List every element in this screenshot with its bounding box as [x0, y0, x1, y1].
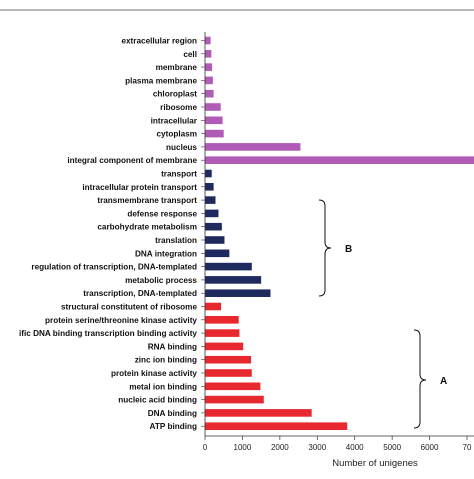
category-label-11: intracellular protein transport [82, 183, 197, 192]
category-label-28: DNA binding [148, 409, 197, 418]
category-label-19: transcription, DNA-templated [83, 289, 197, 298]
category-label-29: ATP binding [150, 422, 197, 431]
bar-7 [205, 129, 224, 138]
group-label-1: B [345, 244, 352, 255]
bar-25 [205, 369, 252, 377]
category-label-24: zinc ion binding [135, 356, 197, 365]
bar-23 [205, 342, 244, 351]
bar-14 [205, 222, 222, 231]
bar-28 [205, 409, 312, 417]
category-label-8: nucleus [166, 143, 197, 152]
category-label-20: structural constitutent of ribosome [61, 303, 197, 312]
bar-0 [205, 36, 211, 45]
bar-20 [205, 302, 222, 311]
category-label-7: cytoplasm [157, 130, 198, 139]
category-label-13: defense response [127, 209, 197, 218]
bar-19 [205, 289, 271, 297]
category-label-15: translation [155, 236, 197, 245]
x-tick-label-4: 4000 [346, 443, 364, 452]
bar-15 [205, 236, 225, 244]
bar-13 [205, 209, 219, 218]
category-label-23: RNA binding [148, 342, 197, 351]
bar-6 [205, 116, 223, 125]
category-label-12: transmembrane transport [97, 196, 197, 205]
category-label-4: chloroplast [153, 90, 197, 99]
category-label-21: protein serine/threonine kinase activity [45, 316, 197, 325]
x-tick-labels: 0 1000 2000 3000 4000 5000 6000 70 [203, 443, 472, 452]
category-label-1: cell [183, 50, 197, 59]
category-label-25: protein kinase activity [111, 369, 197, 378]
axes [201, 32, 474, 440]
category-labels: extracellular region cell membrane plasma m… [19, 37, 198, 432]
category-label-0: extracellular region [121, 37, 197, 46]
bar-21 [205, 316, 239, 324]
category-label-5: ribosome [160, 103, 197, 112]
category-label-2: membrane [156, 63, 198, 72]
category-label-10: transport [161, 170, 197, 179]
bar-27 [205, 395, 264, 404]
category-label-3: plasma membrane [125, 76, 197, 85]
category-label-16: DNA integration [135, 249, 197, 258]
bar-10 [205, 169, 212, 178]
category-label-17: regulation of transcription, DNA-templat… [31, 263, 197, 272]
bar-26 [205, 382, 261, 391]
bar-22 [205, 329, 240, 337]
bar-9 [205, 156, 474, 164]
bar-16 [205, 249, 230, 258]
category-label-22: ific DNA binding transcription binding a… [19, 329, 197, 338]
bars-layer [205, 36, 474, 430]
bar-12 [205, 196, 216, 204]
x-tick-label-7: 70 [463, 443, 472, 452]
bar-5 [205, 103, 221, 111]
bracket-2 [413, 329, 427, 429]
bar-8 [205, 143, 301, 151]
x-tick-label-5: 5000 [383, 443, 401, 452]
x-axis-title: Number of unigenes [332, 458, 418, 469]
category-label-14: carbohydrate metabolism [97, 223, 197, 232]
x-tick-label-6: 6000 [421, 443, 439, 452]
bar-24 [205, 355, 252, 364]
bar-18 [205, 276, 262, 284]
category-label-26: metal ion binding [129, 382, 197, 391]
category-label-9: integral component of membrane [67, 156, 197, 165]
bar-11 [205, 183, 214, 191]
bracket-1 [318, 199, 332, 297]
group-brackets: BA [318, 199, 447, 429]
bar-1 [205, 50, 212, 58]
bar-3 [205, 76, 213, 85]
x-tick-label-1: 1000 [234, 443, 252, 452]
bar-4 [205, 89, 214, 98]
bar-2 [205, 63, 213, 71]
category-label-27: nucleic acid binding [118, 396, 197, 405]
x-tick-label-0: 0 [203, 443, 208, 452]
x-tick-label-2: 2000 [271, 443, 289, 452]
bar-29 [205, 422, 348, 430]
category-label-18: metabolic process [125, 276, 197, 285]
x-tick-label-3: 3000 [308, 443, 326, 452]
category-label-6: intracellular [151, 116, 198, 125]
bar-17 [205, 262, 252, 271]
group-label-2: A [440, 376, 447, 387]
